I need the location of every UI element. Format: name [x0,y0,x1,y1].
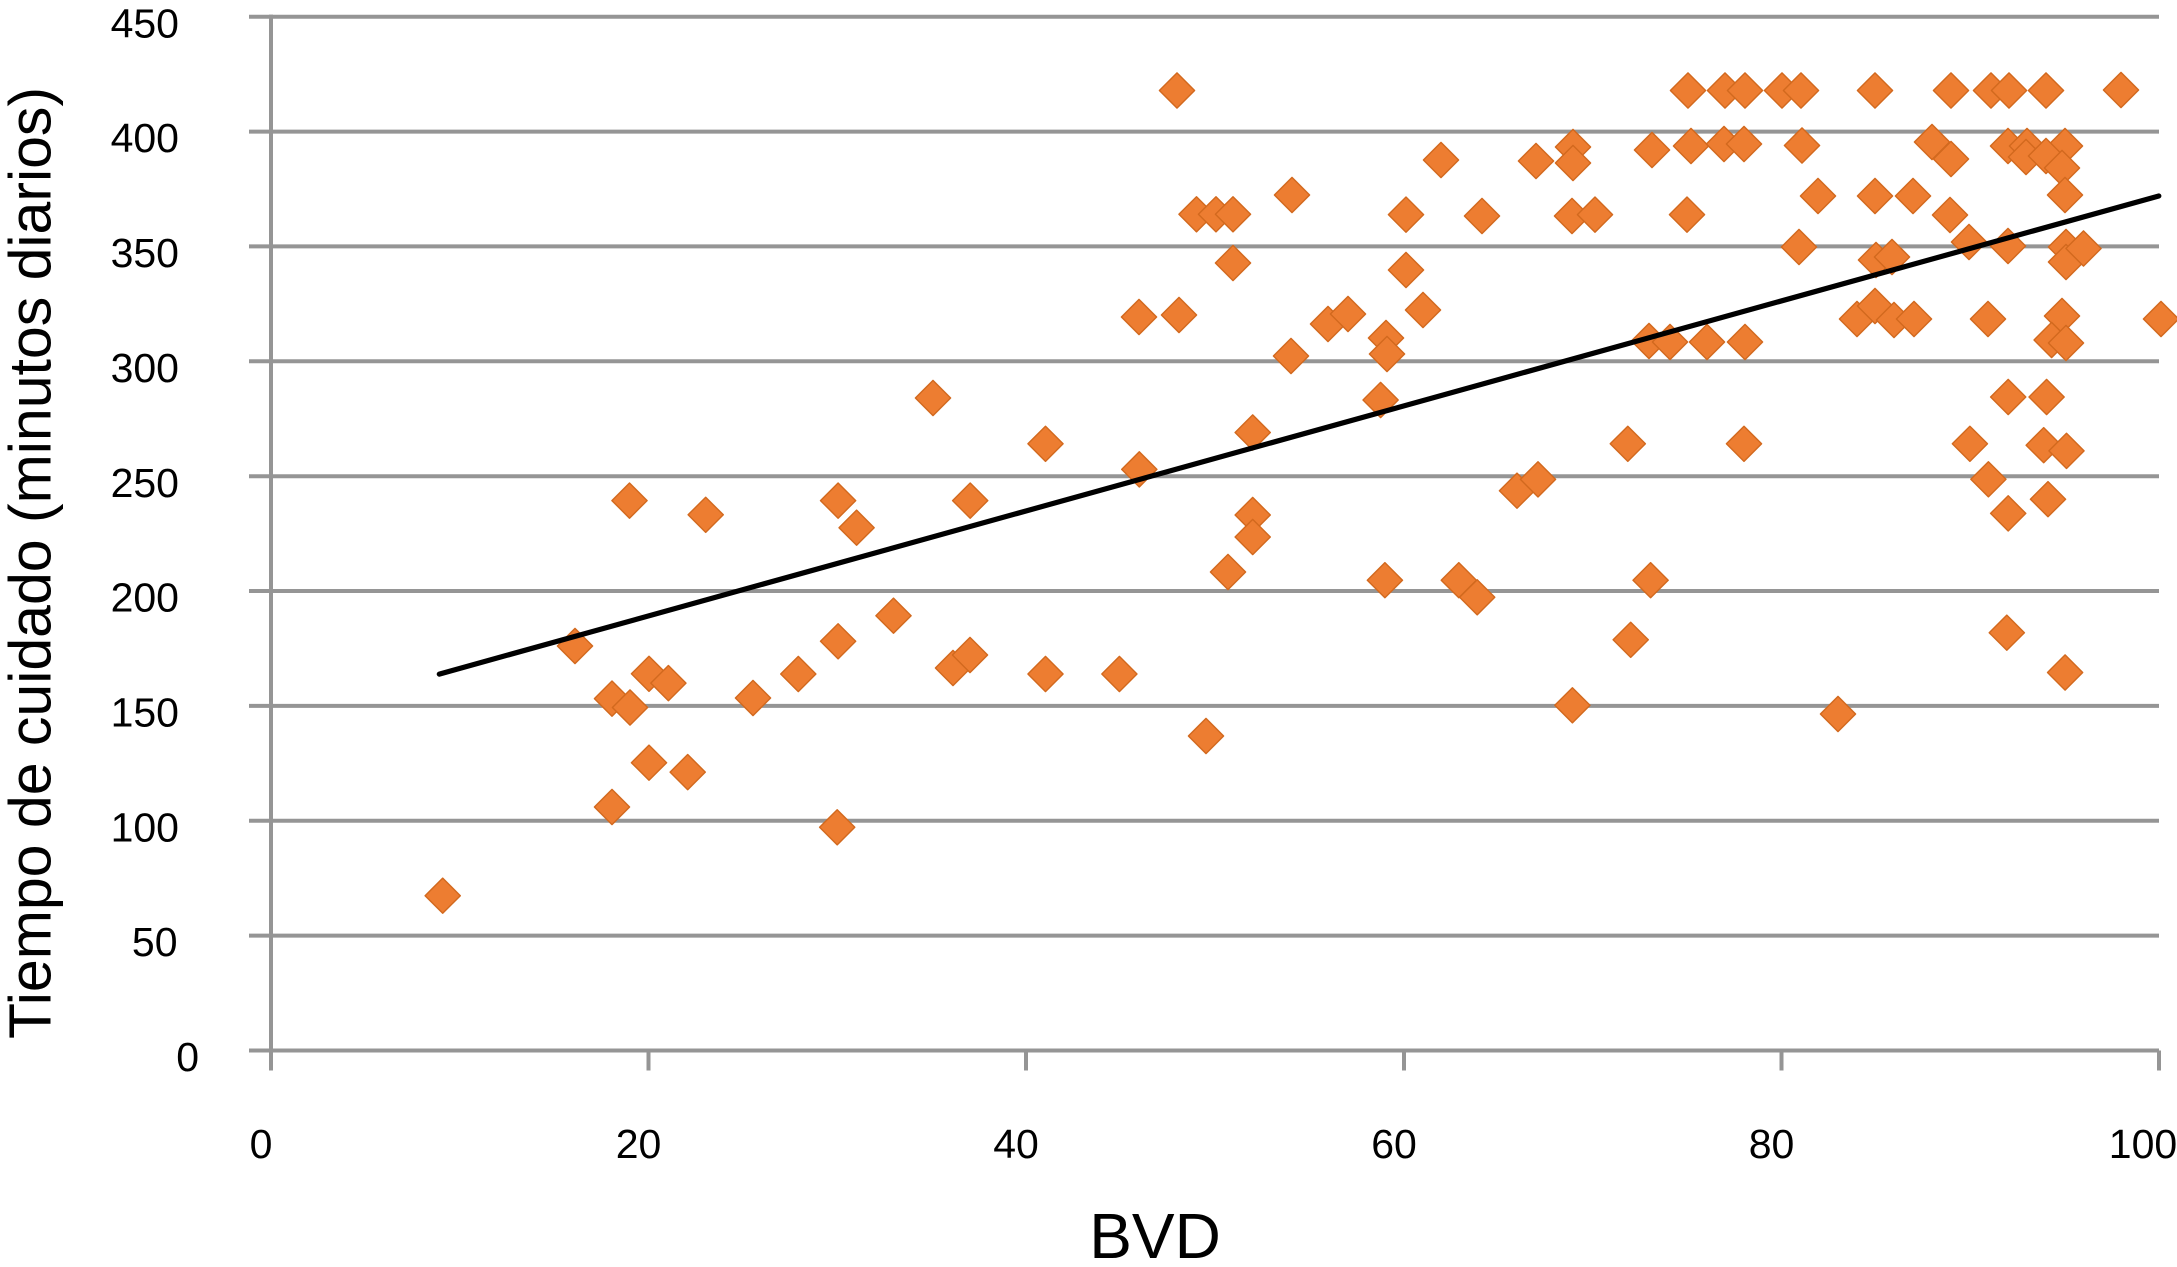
svg-text:40: 40 [993,1121,1039,1167]
svg-text:0: 0 [176,1034,199,1080]
svg-text:200: 200 [111,575,179,621]
svg-text:20: 20 [616,1121,662,1167]
svg-text:150: 150 [111,690,179,736]
svg-text:300: 300 [111,345,179,391]
svg-text:60: 60 [1371,1121,1417,1167]
svg-text:100: 100 [2109,1121,2177,1167]
svg-text:250: 250 [111,460,179,506]
svg-text:400: 400 [111,115,179,161]
svg-text:0: 0 [250,1121,273,1167]
svg-text:450: 450 [111,0,179,46]
svg-text:50: 50 [132,919,178,965]
svg-text:Tiempo de cuidado (minutos dia: Tiempo de cuidado (minutos diarios) [0,87,64,1039]
svg-text:BVD: BVD [1089,1200,1221,1267]
svg-text:100: 100 [111,804,179,850]
svg-text:80: 80 [1749,1121,1795,1167]
svg-text:350: 350 [111,230,179,276]
